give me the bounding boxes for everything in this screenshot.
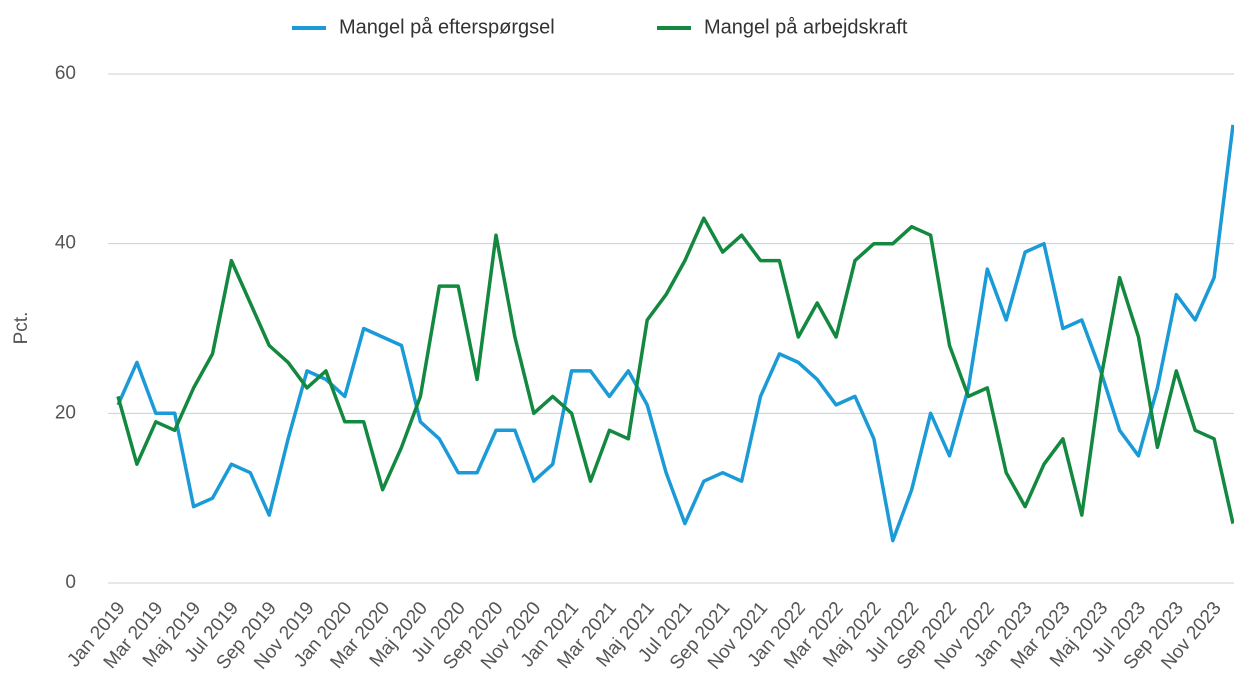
y-tick-label: 20: [55, 402, 76, 423]
legend-label: Mangel på arbejdskraft: [704, 16, 908, 38]
series-line: [116, 216, 1234, 524]
series-line: [116, 124, 1234, 543]
legend-label: Mangel på efterspørgsel: [339, 16, 555, 38]
y-axis-label: Pct.: [11, 312, 32, 345]
y-tick-label: 40: [55, 233, 76, 254]
y-tick-label: 60: [55, 63, 76, 84]
y-tick-label: 0: [65, 572, 76, 593]
